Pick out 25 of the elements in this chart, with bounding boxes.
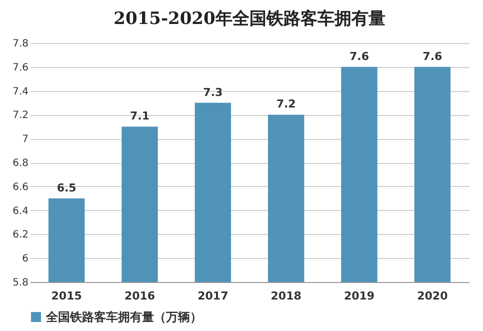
data-label: 7.6 <box>350 50 370 63</box>
x-tick-label: 2016 <box>124 290 156 302</box>
y-tick-label: 5.8 <box>12 278 28 288</box>
y-tick-label: 7.4 <box>12 86 28 98</box>
y-tick-label: 6.6 <box>12 182 28 193</box>
y-tick-label: 7.2 <box>12 110 28 122</box>
y-tick-label: 7 <box>22 134 28 146</box>
y-tick-label: 6.4 <box>12 206 28 217</box>
data-label: 7.1 <box>130 110 150 123</box>
chart-title: 2015-2020年全国铁路客车拥有量 <box>114 9 386 29</box>
data-label: 7.2 <box>276 98 296 111</box>
data-label: 7.3 <box>203 86 223 99</box>
x-tick-label: 2017 <box>198 290 228 302</box>
data-label: 7.6 <box>422 50 442 63</box>
x-tick-label: 2018 <box>270 290 302 302</box>
x-tick-label: 2020 <box>417 290 448 302</box>
y-tick-label: 7.6 <box>12 62 28 74</box>
data-label: 6.5 <box>56 181 76 194</box>
y-tick-label: 6.8 <box>12 158 28 169</box>
y-tick-label: 7.8 <box>12 38 28 50</box>
y-tick-label: 6.2 <box>12 230 28 241</box>
x-tick-label: 2019 <box>344 290 375 302</box>
legend-label: 全国铁路客车拥有量（万辆） <box>45 310 202 324</box>
y-tick-label: 6 <box>22 254 28 265</box>
x-tick-label: 2015 <box>51 290 82 302</box>
